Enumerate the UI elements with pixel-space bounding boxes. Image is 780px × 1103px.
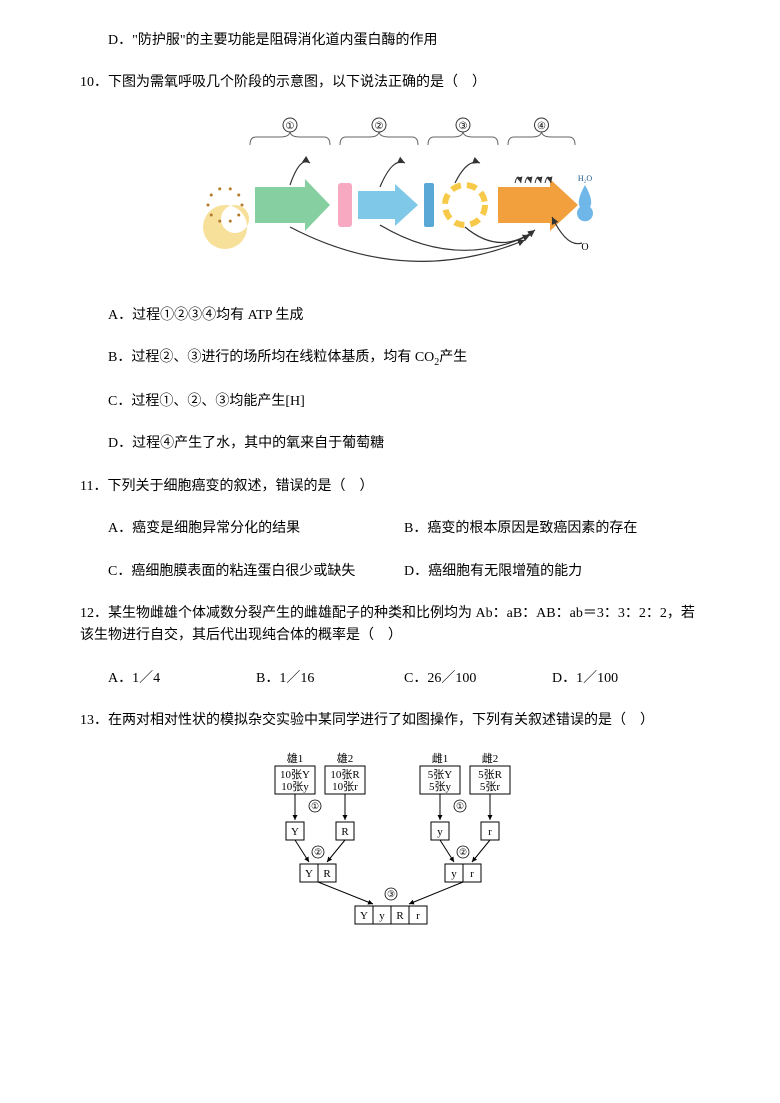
- svg-text:10张Y: 10张Y: [280, 768, 310, 781]
- q12-option-d: D．1／100: [552, 668, 700, 690]
- svg-text:10张R: 10张R: [330, 768, 360, 781]
- svg-text:③: ③: [387, 889, 395, 899]
- q11-option-c: C．癌细胞膜表面的粘连蛋白很少或缺失: [108, 561, 404, 583]
- svg-text:r: r: [488, 826, 492, 838]
- exam-page: D．"防护服"的主要功能是阻碍消化道内蛋白酶的作用 10．下图为需氧呼吸几个阶段…: [0, 0, 780, 1103]
- svg-text:④: ④: [537, 121, 546, 132]
- svg-text:Y: Y: [360, 910, 368, 922]
- svg-text:①: ①: [456, 801, 464, 811]
- svg-text:R: R: [323, 868, 331, 880]
- q10-option-b-pre: B．过程②、③进行的场所均在线粒体基质，均有 CO: [108, 350, 434, 365]
- svg-text:y: y: [437, 826, 443, 838]
- svg-text:y: y: [451, 868, 457, 880]
- svg-text:①: ①: [286, 121, 295, 132]
- q13-diagram: 雄1雄2雌1雌210张Y10张y10张R10张r5张Y5张y5张R5张r①①YR…: [80, 752, 700, 932]
- q10-option-d: D．过程④产生了水，其中的氧来自于葡萄糖: [80, 433, 700, 455]
- q11-option-b: B．癌变的根本原因是致癌因素的存在: [404, 518, 700, 540]
- svg-text:H₂O: H₂O: [578, 174, 593, 183]
- q11-row1: A．癌变是细胞异常分化的结果 B．癌变的根本原因是致癌因素的存在: [80, 518, 700, 540]
- q11-row2: C．癌细胞膜表面的粘连蛋白很少或缺失 D．癌细胞有无限增殖的能力: [80, 561, 700, 583]
- genetics-diagram-svg: 雄1雄2雌1雌210张Y10张y10张R10张r5张Y5张y5张R5张r①①YR…: [240, 752, 540, 932]
- respiration-diagram-svg: ① ② ③ ④ H₂O O: [180, 115, 600, 285]
- svg-text:y: y: [379, 910, 385, 922]
- svg-text:②: ②: [314, 847, 322, 857]
- svg-text:5张r: 5张r: [480, 780, 500, 793]
- q10-option-c: C．过程①、②、③均能产生[H]: [80, 391, 700, 413]
- q11-option-d: D．癌细胞有无限增殖的能力: [404, 561, 700, 583]
- svg-text:Y: Y: [291, 826, 299, 838]
- svg-text:R: R: [396, 910, 404, 922]
- svg-text:雄2: 雄2: [337, 752, 354, 765]
- q10-stem: 10．下图为需氧呼吸几个阶段的示意图，以下说法正确的是（ ）: [80, 72, 700, 94]
- svg-text:雌1: 雌1: [432, 752, 449, 765]
- svg-text:Y: Y: [305, 868, 313, 880]
- q12-option-a: A．1／4: [108, 668, 256, 690]
- q10-diagram: ① ② ③ ④ H₂O O: [80, 115, 700, 285]
- svg-text:5张Y: 5张Y: [428, 768, 452, 781]
- svg-text:R: R: [341, 826, 349, 838]
- svg-text:r: r: [470, 868, 474, 880]
- q11-option-a: A．癌变是细胞异常分化的结果: [108, 518, 404, 540]
- svg-text:5张R: 5张R: [478, 768, 502, 781]
- svg-text:r: r: [416, 910, 420, 922]
- q12-option-c: C．26／100: [404, 668, 552, 690]
- svg-text:10张r: 10张r: [332, 780, 358, 793]
- svg-text:②: ②: [459, 847, 467, 857]
- svg-text:②: ②: [375, 121, 384, 132]
- svg-text:O: O: [581, 242, 588, 253]
- svg-text:③: ③: [459, 121, 468, 132]
- q9-option-d: D．"防护服"的主要功能是阻碍消化道内蛋白酶的作用: [80, 30, 700, 52]
- q12-options: A．1／4 B．1／16 C．26／100 D．1／100: [80, 668, 700, 690]
- svg-text:①: ①: [311, 801, 319, 811]
- q12-option-b: B．1／16: [256, 668, 404, 690]
- svg-text:10张y: 10张y: [281, 780, 309, 793]
- q11-stem: 11．下列关于细胞癌变的叙述，错误的是（ ）: [80, 476, 700, 498]
- q10-option-a: A．过程①②③④均有 ATP 生成: [80, 305, 700, 327]
- q10-option-b-post: 产生: [439, 350, 467, 365]
- q10-option-b: B．过程②、③进行的场所均在线粒体基质，均有 CO2产生: [80, 347, 700, 371]
- svg-text:雌2: 雌2: [482, 752, 499, 765]
- svg-text:雄1: 雄1: [287, 752, 304, 765]
- q12-stem: 12．某生物雌雄个体减数分裂产生的雌雄配子的种类和比例均为 Ab：aB：AB：a…: [80, 603, 700, 648]
- q13-stem: 13．在两对相对性状的模拟杂交实验中某同学进行了如图操作，下列有关叙述错误的是（…: [80, 710, 700, 732]
- svg-text:5张y: 5张y: [429, 780, 451, 793]
